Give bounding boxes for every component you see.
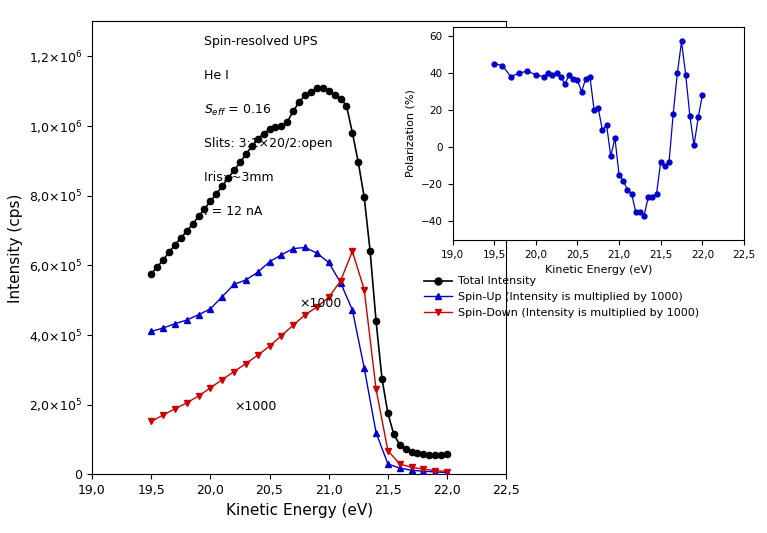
Spin-Up (Intensity is multiplied by 1000) (360, 365, 369, 372)
Spin-Up (Intensity is multiplied by 1000) (277, 252, 286, 258)
Spin-Up (Intensity is multiplied by 1000) (218, 294, 227, 300)
Total Intensity (347, 130, 357, 136)
Spin-Up (Intensity is multiplied by 1000) (324, 259, 334, 265)
Spin-Down (Intensity is multiplied by 1000) (324, 294, 334, 301)
Text: ×1000: ×1000 (234, 400, 276, 413)
Spin-Up (Intensity is multiplied by 1000) (229, 281, 239, 288)
Spin-Down (Intensity is multiplied by 1000) (229, 368, 239, 375)
Text: Slits: 3:1×20/2:open: Slits: 3:1×20/2:open (204, 137, 332, 150)
Text: ×1000: ×1000 (299, 297, 341, 310)
Total Intensity (235, 159, 245, 166)
Text: I = 12 nA: I = 12 nA (204, 205, 262, 218)
Spin-Down (Intensity is multiplied by 1000) (430, 467, 439, 474)
Spin-Down (Intensity is multiplied by 1000) (371, 386, 380, 392)
Text: Spin-resolved UPS: Spin-resolved UPS (204, 35, 318, 48)
Legend: Total Intensity, Spin-Up (Intensity is multiplied by 1000), Spin-Down (Intensity: Total Intensity, Spin-Up (Intensity is m… (420, 272, 703, 322)
X-axis label: Kinetic Energy (eV): Kinetic Energy (eV) (225, 503, 373, 518)
Spin-Down (Intensity is multiplied by 1000) (347, 248, 357, 255)
Spin-Up (Intensity is multiplied by 1000) (443, 470, 452, 476)
Spin-Down (Intensity is multiplied by 1000) (159, 412, 168, 418)
Spin-Down (Intensity is multiplied by 1000) (312, 304, 321, 310)
Spin-Up (Intensity is multiplied by 1000) (419, 468, 428, 474)
Line: Spin-Up (Intensity is multiplied by 1000): Spin-Up (Intensity is multiplied by 1000… (148, 244, 450, 476)
Spin-Down (Intensity is multiplied by 1000) (146, 418, 156, 425)
Spin-Down (Intensity is multiplied by 1000) (218, 376, 227, 383)
Y-axis label: Polarization (%): Polarization (%) (406, 90, 416, 177)
Spin-Up (Intensity is multiplied by 1000) (301, 244, 310, 251)
Spin-Up (Intensity is multiplied by 1000) (194, 312, 203, 318)
Line: Total Intensity: Total Intensity (148, 84, 450, 458)
Spin-Up (Intensity is multiplied by 1000) (336, 279, 345, 286)
Spin-Up (Intensity is multiplied by 1000) (312, 250, 321, 256)
Spin-Down (Intensity is multiplied by 1000) (336, 278, 345, 284)
Text: Iris: ~3mm: Iris: ~3mm (204, 171, 274, 184)
Spin-Up (Intensity is multiplied by 1000) (146, 328, 156, 335)
Total Intensity (436, 451, 446, 458)
Spin-Down (Intensity is multiplied by 1000) (253, 352, 262, 358)
Spin-Up (Intensity is multiplied by 1000) (159, 325, 168, 331)
Spin-Down (Intensity is multiplied by 1000) (265, 343, 274, 349)
Total Intensity (212, 191, 221, 197)
Spin-Down (Intensity is multiplied by 1000) (170, 406, 179, 412)
Spin-Up (Intensity is multiplied by 1000) (242, 277, 251, 283)
Spin-Up (Intensity is multiplied by 1000) (206, 305, 215, 312)
Spin-Up (Intensity is multiplied by 1000) (170, 321, 179, 327)
Spin-Up (Intensity is multiplied by 1000) (384, 461, 393, 467)
Spin-Down (Intensity is multiplied by 1000) (395, 461, 404, 467)
Text: He I: He I (204, 69, 229, 82)
Spin-Down (Intensity is multiplied by 1000) (407, 464, 416, 471)
Spin-Down (Intensity is multiplied by 1000) (288, 322, 298, 328)
Total Intensity (146, 271, 156, 277)
Spin-Up (Intensity is multiplied by 1000) (182, 317, 191, 323)
Spin-Down (Intensity is multiplied by 1000) (301, 312, 310, 318)
Spin-Down (Intensity is multiplied by 1000) (419, 466, 428, 472)
Y-axis label: Intensity (cps): Intensity (cps) (8, 193, 23, 303)
Spin-Up (Intensity is multiplied by 1000) (347, 306, 357, 313)
Spin-Down (Intensity is multiplied by 1000) (242, 360, 251, 367)
Spin-Up (Intensity is multiplied by 1000) (430, 469, 439, 475)
Text: $S_{eff}$ = 0.16: $S_{eff}$ = 0.16 (204, 103, 271, 118)
Total Intensity (366, 248, 375, 255)
Spin-Down (Intensity is multiplied by 1000) (194, 393, 203, 399)
Line: Spin-Down (Intensity is multiplied by 1000): Spin-Down (Intensity is multiplied by 10… (148, 248, 450, 475)
X-axis label: Kinetic Energy (eV): Kinetic Energy (eV) (545, 265, 652, 275)
Spin-Up (Intensity is multiplied by 1000) (407, 467, 416, 473)
Spin-Up (Intensity is multiplied by 1000) (288, 245, 298, 252)
Spin-Up (Intensity is multiplied by 1000) (265, 259, 274, 265)
Total Intensity (242, 151, 251, 158)
Total Intensity (318, 84, 328, 91)
Spin-Down (Intensity is multiplied by 1000) (360, 286, 369, 293)
Spin-Up (Intensity is multiplied by 1000) (395, 465, 404, 471)
Spin-Down (Intensity is multiplied by 1000) (206, 385, 215, 391)
Spin-Up (Intensity is multiplied by 1000) (253, 269, 262, 276)
Spin-Down (Intensity is multiplied by 1000) (384, 448, 393, 454)
Total Intensity (443, 451, 452, 457)
Spin-Down (Intensity is multiplied by 1000) (277, 333, 286, 339)
Spin-Up (Intensity is multiplied by 1000) (371, 430, 380, 436)
Total Intensity (425, 451, 434, 458)
Spin-Down (Intensity is multiplied by 1000) (443, 469, 452, 475)
Spin-Down (Intensity is multiplied by 1000) (182, 400, 191, 406)
